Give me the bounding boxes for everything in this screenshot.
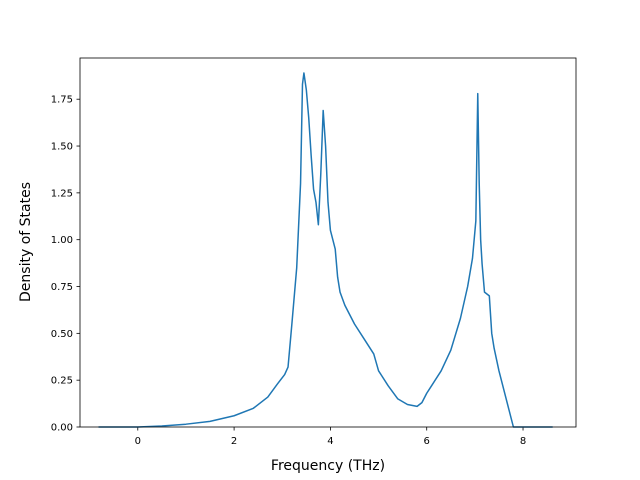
y-tick-label: 1.50 xyxy=(51,142,73,153)
y-tick-label: 0.25 xyxy=(51,376,73,387)
y-tick-label: 1.00 xyxy=(51,235,73,246)
x-tick-label: 0 xyxy=(135,436,141,447)
x-tick-label: 6 xyxy=(424,436,430,447)
y-tick-label: 1.75 xyxy=(51,95,73,106)
y-tick-label: 0.75 xyxy=(51,282,73,293)
x-axis-ticks: 0 2 4 6 8 xyxy=(135,427,526,447)
y-axis-label: Density of States xyxy=(18,182,34,302)
x-tick-label: 2 xyxy=(231,436,237,447)
y-tick-label: 1.25 xyxy=(51,188,73,199)
x-tick-label: 8 xyxy=(520,436,526,447)
y-axis-ticks: 0.00 0.25 0.50 0.75 1.00 1.25 1.50 1.75 xyxy=(51,95,80,434)
y-tick-label: 0.50 xyxy=(51,329,73,340)
x-tick-label: 4 xyxy=(327,436,333,447)
series-line-dos xyxy=(98,72,553,428)
y-tick-label: 0.00 xyxy=(51,423,73,434)
plot-frame xyxy=(79,57,577,428)
x-axis-label: Frequency (THz) xyxy=(271,458,385,474)
